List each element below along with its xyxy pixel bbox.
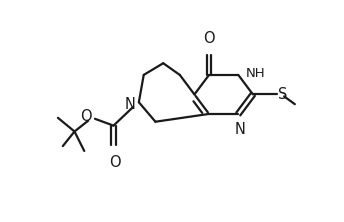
Text: NH: NH — [246, 67, 266, 80]
Text: O: O — [109, 155, 120, 170]
Text: O: O — [203, 31, 215, 46]
Text: O: O — [80, 109, 92, 124]
Text: N: N — [125, 97, 136, 112]
Text: S: S — [278, 87, 288, 102]
Text: N: N — [235, 122, 246, 137]
